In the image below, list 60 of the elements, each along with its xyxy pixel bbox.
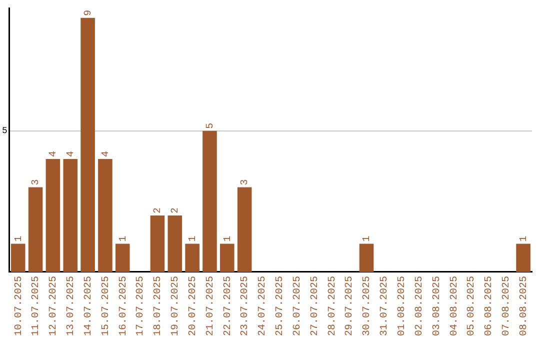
bar (10, 244, 26, 272)
data-label: 1 (362, 236, 374, 242)
data-label: 1 (518, 236, 530, 242)
x-tick-label: 06.08.2025 (484, 276, 496, 336)
bar (237, 187, 252, 272)
bar (185, 244, 200, 272)
data-label: 2 (170, 208, 182, 214)
x-tick-label: 20.07.2025 (188, 276, 199, 336)
x-tick-label: 23.07.2025 (240, 276, 252, 336)
bar (150, 216, 165, 272)
data-label: 1 (222, 236, 234, 242)
bar (516, 244, 530, 272)
x-tick-label: 11.07.2025 (31, 276, 42, 336)
x-tick-label: 04.08.2025 (449, 276, 460, 336)
bar (220, 244, 234, 272)
bar (46, 159, 60, 272)
data-label: 3 (31, 179, 42, 186)
bar (98, 159, 112, 272)
x-tick-label: 08.08.2025 (518, 276, 530, 336)
x-tick-label: 29.07.2025 (344, 276, 356, 336)
x-tick-label: 31.07.2025 (380, 276, 391, 336)
data-label: 4 (48, 151, 60, 158)
x-tick-label: 01.08.2025 (396, 276, 408, 336)
x-tick-label: 10.07.2025 (14, 276, 25, 336)
data-label: 5 (205, 122, 216, 129)
x-tick-label: 30.07.2025 (362, 276, 374, 336)
x-tick-label: 14.07.2025 (83, 276, 94, 336)
x-tick-label: 15.07.2025 (100, 276, 112, 336)
x-tick-label: 24.07.2025 (258, 276, 269, 336)
data-label: 9 (83, 10, 94, 16)
x-tick-label: 25.07.2025 (275, 276, 286, 336)
bar (115, 244, 130, 272)
x-tick-label: 02.08.2025 (414, 276, 426, 336)
bar (168, 216, 182, 272)
x-tick-label: 22.07.2025 (222, 276, 234, 336)
x-tick-label: 12.07.2025 (48, 276, 60, 336)
x-tick-label: 13.07.2025 (66, 276, 78, 336)
x-tick-label: 21.07.2025 (205, 276, 216, 336)
data-label: 1 (188, 236, 199, 242)
x-tick-label: 03.08.2025 (432, 276, 443, 336)
data-label: 2 (153, 208, 164, 214)
bar (359, 244, 374, 272)
bar (80, 18, 95, 272)
data-label: 4 (100, 151, 112, 158)
x-tick-label: 19.07.2025 (170, 276, 182, 336)
bar (63, 159, 78, 272)
bar (202, 130, 217, 272)
x-tick-label: 18.07.2025 (153, 276, 164, 336)
x-tick-label: 17.07.2025 (136, 276, 147, 336)
x-tick-label: 27.07.2025 (310, 276, 321, 336)
bar (28, 187, 43, 272)
x-tick-label: 28.07.2025 (327, 276, 338, 336)
data-label: 1 (14, 236, 25, 242)
data-label: 3 (240, 179, 252, 186)
x-tick-label: 26.07.2025 (292, 276, 304, 336)
x-tick-label: 05.08.2025 (466, 276, 478, 336)
x-tick-label: 07.08.2025 (502, 276, 513, 336)
x-tick-label: 16.07.2025 (118, 276, 130, 336)
data-label: 1 (118, 236, 130, 242)
data-label: 4 (66, 151, 78, 158)
